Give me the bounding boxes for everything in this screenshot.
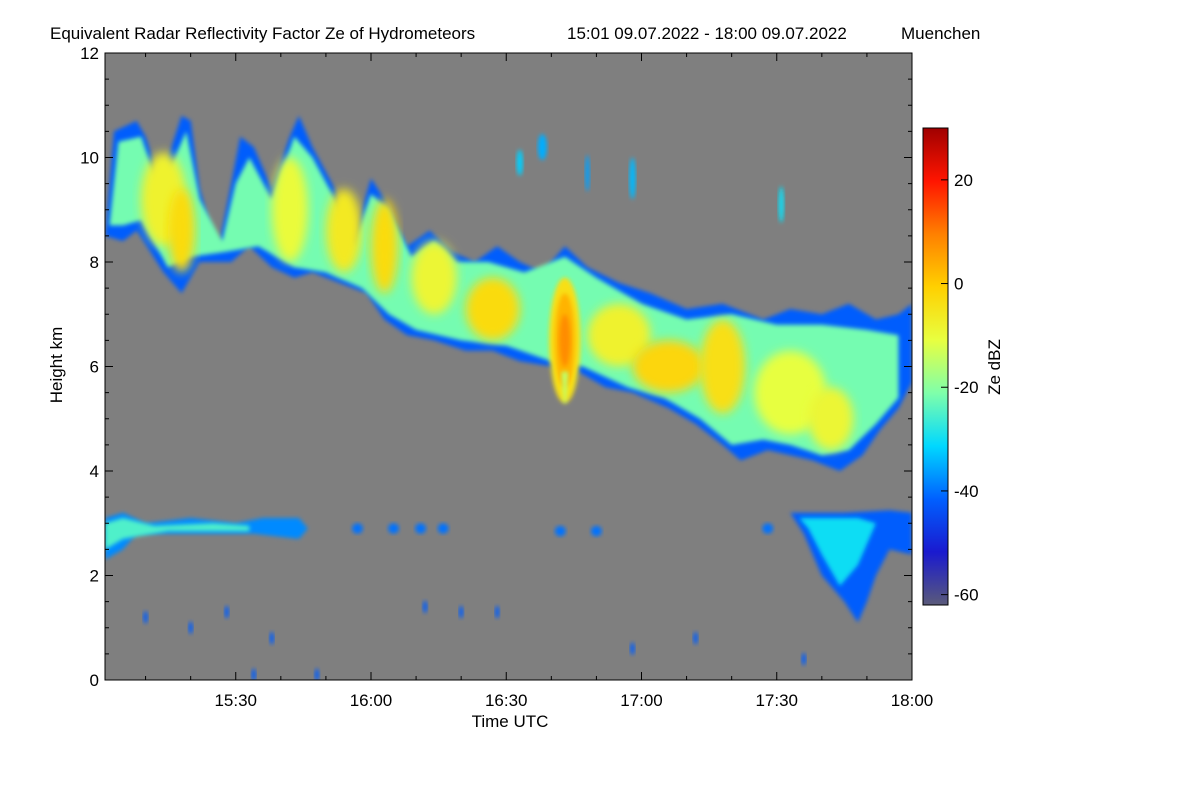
core-f [411,241,457,315]
chart-time-range: 15:01 09.07.2022 - 18:00 09.07.2022 [567,24,847,43]
y-tick-label: 10 [80,149,99,168]
colorbar-tick-label: 0 [954,275,963,294]
colorbar-label: Ze dBZ [985,339,1004,395]
mid-level-echo [591,525,602,537]
mid-level-echo [388,523,399,534]
x-tick-label: 16:00 [350,691,393,710]
cirrus-frag [778,186,784,223]
mid-level-echo [762,523,774,534]
colorbar-tick-label: -40 [954,482,979,501]
core-d [325,188,362,273]
x-axis-label: Time UTC [472,712,549,731]
chart-location: Muenchen [901,24,980,43]
surface-speckle [269,631,275,645]
colorbar-tick-label: 20 [954,171,973,190]
core-i [632,340,705,393]
x-tick-label: 17:00 [620,691,663,710]
surface-speckle [693,631,698,645]
low-cloud-body [105,518,250,550]
mid-level-echo [415,523,426,534]
x-tick-label: 17:30 [755,691,798,710]
core-j [700,319,746,414]
x-axis: 15:30 16:00 16:30 17:00 17:30 18:00 [145,53,934,710]
surface-speckle [630,642,635,655]
core-b [168,188,196,273]
x-tick-label: 16:30 [485,691,528,710]
surface-speckle [251,668,257,680]
surface-speckle [801,652,807,666]
surface-speckle [314,668,320,680]
cirrus-frag [516,149,523,176]
y-axis-label: Height km [47,327,66,404]
surface-speckle [422,600,428,614]
core-c [271,157,308,262]
mid-level-echo [437,523,449,534]
chart-title: Equivalent Radar Reflectivity Factor Ze … [50,24,475,43]
y-axis: 0 2 4 6 8 10 12 [80,44,912,690]
surface-speckle [188,621,193,635]
low-cloud-fringe [105,512,308,560]
cirrus-frag [585,154,590,192]
y-tick-label: 6 [90,358,99,377]
convective-core-peak [559,314,571,367]
reflectivity-field [105,115,912,680]
y-tick-label: 2 [90,567,99,586]
colorbar [922,127,949,606]
core-h [587,303,651,367]
surface-speckle [494,605,500,619]
y-tick-label: 0 [90,671,99,690]
x-tick-label: 15:30 [214,691,257,710]
precip-body [799,518,876,586]
cirrus-frag [537,133,547,161]
x-tick-label: 18:00 [891,691,934,710]
surface-speckle [458,605,464,619]
mid-level-echo [554,525,566,537]
colorbar-tick-label: -60 [954,586,979,605]
y-tick-label: 4 [90,462,99,481]
core-g [465,277,520,341]
surface-speckle [224,605,229,619]
mid-level-echo [352,523,363,534]
core-e [370,199,399,294]
colorbar-axis: -60 -40 -20 0 20 [941,171,979,605]
convective-core-tail [561,371,569,404]
core-l [808,387,854,451]
y-tick-label: 8 [90,253,99,272]
colorbar-tick-label: -20 [954,378,979,397]
core-k [754,350,827,435]
y-tick-label: 12 [80,44,99,63]
cirrus-frag [629,157,636,200]
surface-speckle [143,611,148,624]
